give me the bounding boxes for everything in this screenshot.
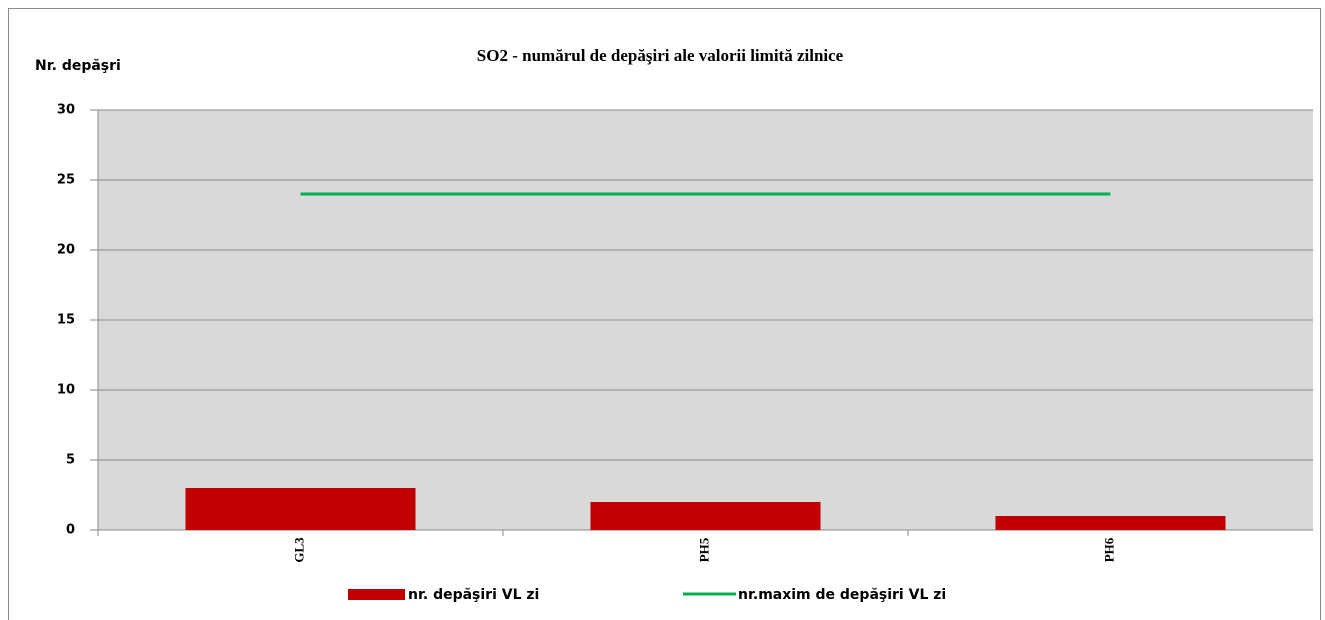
- bar: [995, 516, 1226, 530]
- legend-swatch: [348, 589, 405, 600]
- y-tick-label: 5: [66, 453, 75, 468]
- bar: [185, 488, 416, 530]
- y-tick-label: 25: [57, 173, 75, 188]
- y-axis-label: Nr. depăşri: [35, 58, 121, 74]
- y-tick-label: 20: [57, 243, 75, 258]
- y-tick-label: 30: [57, 103, 75, 118]
- x-tick-label: PH5: [696, 537, 711, 562]
- y-tick-label: 15: [57, 313, 75, 328]
- y-tick-label: 10: [57, 383, 75, 398]
- legend-label: nr. depăşiri VL zi: [408, 587, 539, 603]
- chart-title: SO2 - numărul de depăşiri ale valorii li…: [477, 46, 844, 65]
- bar: [590, 502, 821, 530]
- y-tick-label: 0: [66, 523, 75, 538]
- x-tick-label: GL3: [291, 537, 306, 563]
- legend-label: nr.maxim de depăşiri VL zi: [738, 587, 946, 603]
- x-tick-label: PH6: [1101, 537, 1116, 562]
